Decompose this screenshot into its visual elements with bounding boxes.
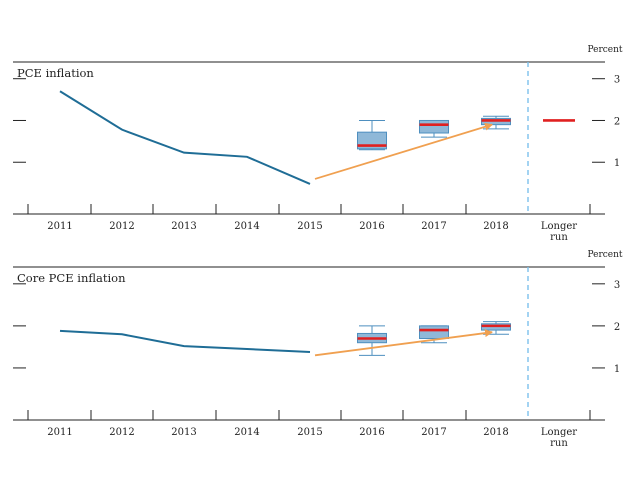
projection-central-tendency-box	[419, 325, 449, 340]
trend-arrow	[314, 329, 493, 357]
x-tick-label: 2012	[109, 221, 134, 232]
pce-inflation-panel: Percent PCE inflation 1 2 3 2011 2012 2013 20…	[13, 45, 623, 243]
y-tick-label: 3	[614, 75, 620, 86]
x-tick-label: 2011	[47, 427, 72, 438]
x-tick-label: 2013	[171, 221, 196, 232]
x-tick-label: 2015	[297, 221, 322, 232]
history-series-line	[59, 329, 311, 353]
chart-title: PCE inflation	[17, 66, 94, 80]
trend-arrow	[314, 122, 493, 180]
x-tick-label: 2013	[171, 427, 196, 438]
y-tick-label: 2	[614, 116, 620, 127]
x-tick-label: 2018	[483, 427, 508, 438]
projection-central-tendency-box	[419, 119, 449, 134]
x-tick-label: 2014	[234, 427, 259, 438]
x-tick-label: Longer run	[541, 427, 577, 449]
x-tick-label: 2011	[47, 221, 72, 232]
x-tick-label: 2016	[359, 427, 384, 438]
y-tick-label: 1	[614, 364, 620, 375]
history-series-line	[59, 90, 311, 185]
x-tick-label: 2017	[421, 427, 446, 438]
x-tick-label: 2012	[109, 427, 134, 438]
y-tick-label: 3	[614, 280, 620, 291]
x-tick-label: Longer run	[541, 221, 577, 243]
chart-title: Core PCE inflation	[17, 271, 126, 285]
y-tick-label: 1	[614, 158, 620, 169]
percent-unit-label: Percent	[587, 45, 622, 55]
x-tick-label: 2017	[421, 221, 446, 232]
x-tick-label: 2014	[234, 221, 259, 232]
y-tick-label: 2	[614, 322, 620, 333]
x-tick-label: 2016	[359, 221, 384, 232]
core-pce-inflation-panel: Percent Core PCE inflation 1 2 3 2011 2012 2…	[13, 250, 623, 449]
percent-unit-label: Percent	[587, 250, 622, 260]
x-tick-label: 2015	[297, 427, 322, 438]
x-tick-label: 2018	[483, 221, 508, 232]
